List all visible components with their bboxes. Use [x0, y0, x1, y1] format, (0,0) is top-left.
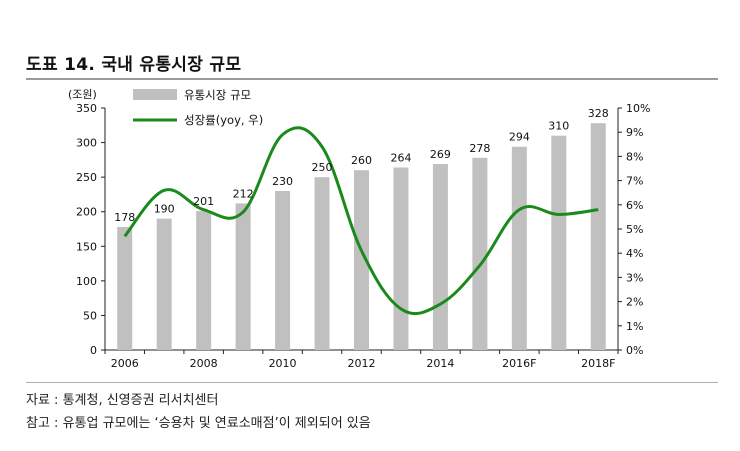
- bar-2018F: [590, 123, 606, 350]
- legend-label-growth-rate: 성장률(yoy, 우): [184, 113, 263, 127]
- bar-value-label-2013: 264: [390, 151, 411, 164]
- reference-note: 참고 : 유통업 규모에는 ‘승용차 및 연료소매점’이 제외되어 있음: [26, 416, 371, 431]
- bar-2011: [314, 177, 330, 350]
- bar-value-label-2014: 269: [430, 148, 451, 161]
- bar-2006: [117, 226, 133, 350]
- bar-2010: [275, 190, 291, 350]
- source-note: 자료 : 통계청, 신영증권 리서치센터: [26, 393, 219, 408]
- bar-value-label-2017F: 310: [548, 120, 569, 133]
- bar-2015: [472, 157, 488, 350]
- right-axis-tick-label: 7%: [626, 175, 643, 188]
- chart-title: 도표 14. 국내 유통시장 규모: [26, 55, 242, 75]
- left-axis-tick-label: 100: [76, 275, 97, 288]
- bar-value-label-2008: 201: [193, 195, 214, 208]
- bar-2012: [354, 170, 369, 350]
- right-axis-tick-label: 10%: [626, 102, 650, 115]
- bar-2017F: [551, 135, 567, 350]
- right-axis-tick-label: 3%: [626, 271, 643, 284]
- bar-value-label-2016F: 294: [509, 131, 530, 144]
- bar-value-label-2010: 230: [272, 175, 293, 188]
- left-axis-tick-label: 200: [76, 206, 97, 219]
- x-axis-tick-label: 2008: [190, 357, 218, 370]
- bar-2016F: [511, 146, 527, 350]
- bar-value-label-2011: 250: [312, 161, 333, 174]
- bar-value-label-2018F: 328: [588, 107, 609, 120]
- bar-value-label-2007: 190: [154, 203, 175, 216]
- right-axis-tick-label: 1%: [626, 320, 643, 333]
- right-axis-tick-label: 9%: [626, 126, 643, 139]
- right-axis-tick-label: 0%: [626, 344, 643, 357]
- growth-rate-line: [123, 126, 599, 316]
- right-axis-tick-label: 6%: [626, 199, 643, 212]
- right-axis-tick-label: 4%: [626, 247, 643, 260]
- footer-divider: [26, 382, 718, 383]
- left-axis-tick-label: 250: [76, 171, 97, 184]
- legend-label-market-size: 유통시장 규모: [184, 88, 251, 102]
- bar-2014: [432, 164, 448, 350]
- legend: 유통시장 규모 성장률(yoy, 우): [133, 88, 263, 127]
- left-axis-tick-label: 350: [76, 102, 97, 115]
- left-axis-tick-label: 50: [83, 309, 97, 322]
- x-axis-tick-label: 2006: [111, 357, 139, 370]
- x-axis-tick-label: 2014: [426, 357, 454, 370]
- left-axis-tick-label: 0: [90, 344, 97, 357]
- right-axis-tick-label: 2%: [626, 296, 643, 309]
- title-divider: [26, 78, 718, 80]
- right-axis-tick-label: 8%: [626, 150, 643, 163]
- bar-2009: [235, 203, 251, 350]
- bar-value-label-2009: 212: [233, 187, 254, 200]
- left-axis-unit: (조원): [68, 88, 97, 101]
- legend-bar-swatch: [133, 89, 177, 100]
- x-axis-tick-label: 2010: [269, 357, 297, 370]
- left-axis-tick-label: 300: [76, 137, 97, 150]
- bar-value-label-2012: 260: [351, 154, 372, 167]
- bar-2013: [393, 167, 409, 350]
- x-axis-tick-label: 2012: [348, 357, 376, 370]
- x-axis-tick-label: 2016F: [502, 357, 536, 370]
- right-axis-tick-label: 5%: [626, 223, 643, 236]
- bar-2008: [196, 211, 212, 350]
- bar-value-label-2006: 178: [114, 211, 135, 224]
- bar-value-label-2015: 278: [469, 142, 490, 155]
- x-axis-tick-label: 2018F: [581, 357, 615, 370]
- left-axis-tick-label: 150: [76, 240, 97, 253]
- bar-2007: [156, 218, 172, 350]
